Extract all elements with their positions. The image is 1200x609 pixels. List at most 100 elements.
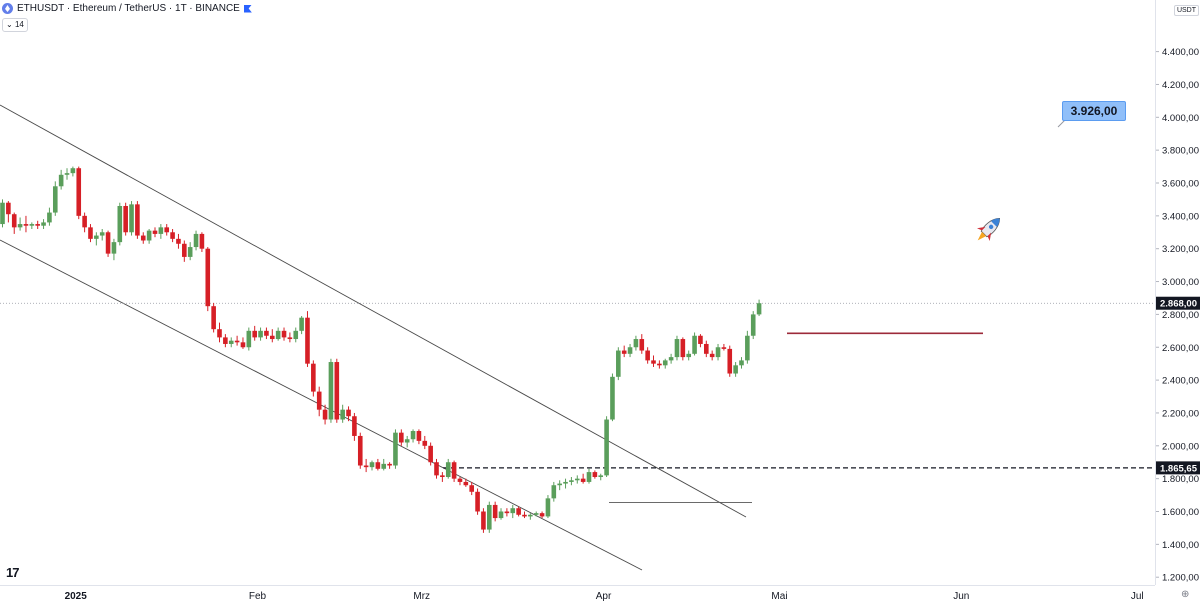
- candle-body: [698, 335, 703, 344]
- candle-body: [346, 409, 351, 417]
- candle-body: [328, 362, 334, 420]
- candle-body: [727, 348, 733, 374]
- candle-body: [539, 513, 545, 517]
- candle-body: [64, 173, 70, 175]
- candle-body: [404, 439, 410, 443]
- chart-plot-area[interactable]: [0, 0, 1155, 585]
- settings-icon[interactable]: ⊕: [1181, 589, 1190, 600]
- candle-body: [557, 483, 562, 486]
- candle-body: [223, 337, 228, 344]
- candle-body: [651, 360, 656, 364]
- candle-body: [645, 350, 650, 361]
- candle-body: [574, 478, 580, 481]
- candle-body: [211, 306, 216, 330]
- candle-body: [416, 431, 422, 441]
- indicator-badge[interactable]: ⌄ 14: [2, 18, 28, 32]
- price-tick-label: 1.200,00: [1162, 573, 1199, 584]
- time-tick-label: Feb: [249, 591, 267, 602]
- candle-body: [170, 232, 175, 239]
- candle-body: [305, 317, 310, 364]
- candle-body: [316, 391, 322, 410]
- candle-body: [146, 230, 152, 241]
- candle-body: [604, 419, 609, 476]
- candle-body: [264, 330, 269, 336]
- candle-body: [704, 343, 709, 354]
- candle-body: [616, 350, 621, 377]
- time-axis[interactable]: 2025 Feb Mrz Apr Mai Jun Jul: [0, 585, 1155, 604]
- candle-body: [457, 478, 463, 482]
- price-tick-label: 1.800,00: [1162, 474, 1199, 485]
- candle-body: [750, 314, 756, 336]
- candle-body: [29, 224, 35, 226]
- price-tick-label: 2.600,00: [1162, 343, 1199, 354]
- candle-body: [88, 227, 93, 239]
- candle-body: [393, 432, 398, 466]
- price-tick-label: 2.400,00: [1162, 376, 1199, 387]
- candle-body: [715, 347, 721, 358]
- candle-body: [516, 508, 521, 515]
- price-tick-label: 2.200,00: [1162, 408, 1199, 419]
- currency-label[interactable]: USDT: [1173, 5, 1199, 16]
- candle-body: [240, 342, 246, 348]
- flag-icon[interactable]: [243, 4, 252, 13]
- price-axis[interactable]: USDT 4.400,00 4.200,00 4.000,00 3.800,00 3.6…: [1155, 0, 1200, 585]
- candle-body: [41, 222, 46, 226]
- time-tick-label: Apr: [596, 591, 612, 602]
- candle-body: [733, 365, 738, 374]
- tradingview-logo: 17: [6, 565, 20, 580]
- candle-body: [258, 330, 263, 338]
- candle-body: [76, 168, 82, 216]
- candle-body: [123, 205, 128, 233]
- current-price-tag: 2.868,00: [1160, 299, 1197, 310]
- price-tick-label: 1.400,00: [1162, 540, 1199, 551]
- symbol-title: ETHUSDT · Ethereum / TetherUS · 1T · BIN…: [17, 3, 240, 14]
- candle-body: [563, 481, 568, 484]
- candle-body: [140, 235, 146, 241]
- price-tick-label: 4.400,00: [1162, 47, 1199, 58]
- candle-body: [369, 462, 375, 468]
- candle-body: [451, 462, 457, 479]
- candle-body: [498, 511, 504, 519]
- candle-body: [569, 480, 574, 482]
- candle-body: [352, 416, 357, 436]
- candle-body: [182, 243, 187, 257]
- price-tick-label: 4.200,00: [1162, 80, 1199, 91]
- price-tick-label: 3.600,00: [1162, 179, 1199, 190]
- candle-body: [440, 475, 445, 478]
- price-tick-label: 4.000,00: [1162, 113, 1199, 124]
- candle-body: [428, 445, 433, 463]
- ethereum-logo-icon: [2, 3, 13, 14]
- candle-body: [475, 491, 480, 512]
- candle-body: [58, 174, 64, 187]
- candle-body: [117, 205, 123, 243]
- target-price-label[interactable]: 3.926,00: [1062, 101, 1126, 121]
- candle-body: [621, 350, 627, 354]
- candle-body: [0, 202, 5, 225]
- candle-body: [35, 224, 40, 226]
- candle-body: [469, 485, 474, 492]
- candle-body: [6, 202, 11, 215]
- candle-body: [739, 360, 744, 366]
- candle-body: [334, 362, 340, 420]
- candle-body: [17, 224, 23, 228]
- candle-body: [363, 465, 369, 468]
- candle-body: [610, 376, 615, 420]
- candle-body: [528, 514, 533, 517]
- price-tick-label: 3.000,00: [1162, 277, 1199, 288]
- candlestick-chart[interactable]: [0, 0, 1155, 585]
- symbol-header[interactable]: ETHUSDT · Ethereum / TetherUS · 1T · BIN…: [2, 3, 252, 14]
- candle-body: [205, 248, 211, 307]
- candle-body: [422, 440, 428, 446]
- candle-body: [246, 330, 252, 348]
- candle-body: [70, 168, 76, 174]
- candle-body: [492, 504, 498, 519]
- price-tick-label: 3.400,00: [1162, 211, 1199, 222]
- candle-body: [287, 337, 293, 340]
- candle-body: [662, 360, 668, 366]
- candle-body: [47, 212, 52, 223]
- candle-body: [410, 431, 416, 440]
- candle-body: [463, 481, 469, 486]
- candle-body: [545, 498, 551, 517]
- candle-body: [293, 330, 299, 340]
- support-price-tag: 1.865,65: [1160, 463, 1198, 474]
